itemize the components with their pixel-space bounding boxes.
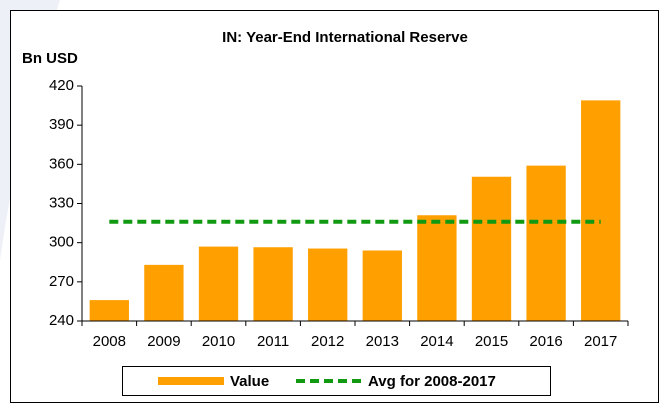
x-tick-label: 2011 [257, 333, 289, 350]
legend-swatch [158, 377, 224, 385]
bar [581, 100, 621, 321]
x-tick-label: 2014 [420, 333, 453, 350]
bar [417, 215, 457, 321]
chart-title: IN: Year-End International Reserve [222, 29, 468, 46]
x-tick-label: 2015 [475, 333, 508, 350]
x-tick-label: 2009 [147, 333, 180, 350]
bar [144, 264, 184, 321]
y-tick-label: 360 [49, 155, 74, 172]
legend-label: Avg for 2008-2017 [368, 373, 496, 390]
y-tick-label: 330 [49, 194, 74, 211]
legend-label: Value [230, 373, 269, 390]
y-axis-label: Bn USD [22, 50, 78, 67]
bar [308, 248, 348, 321]
bar [198, 246, 239, 321]
x-tick-label: 2008 [93, 333, 126, 350]
x-tick-label: 2016 [529, 333, 562, 350]
y-tick-label: 420 [49, 77, 74, 94]
bar [253, 247, 293, 321]
bar [362, 250, 402, 321]
x-tick-label: 2013 [366, 333, 399, 350]
x-tick-label: 2010 [202, 333, 235, 350]
y-tick-label: 390 [49, 116, 74, 133]
x-tick-label: 2017 [584, 333, 617, 350]
y-tick-label: 300 [49, 234, 74, 251]
y-tick-label: 240 [49, 312, 74, 329]
bar [526, 165, 566, 321]
x-tick-label: 2012 [311, 333, 344, 350]
bar [471, 176, 512, 321]
y-tick-label: 270 [49, 273, 74, 290]
bar [89, 300, 129, 321]
